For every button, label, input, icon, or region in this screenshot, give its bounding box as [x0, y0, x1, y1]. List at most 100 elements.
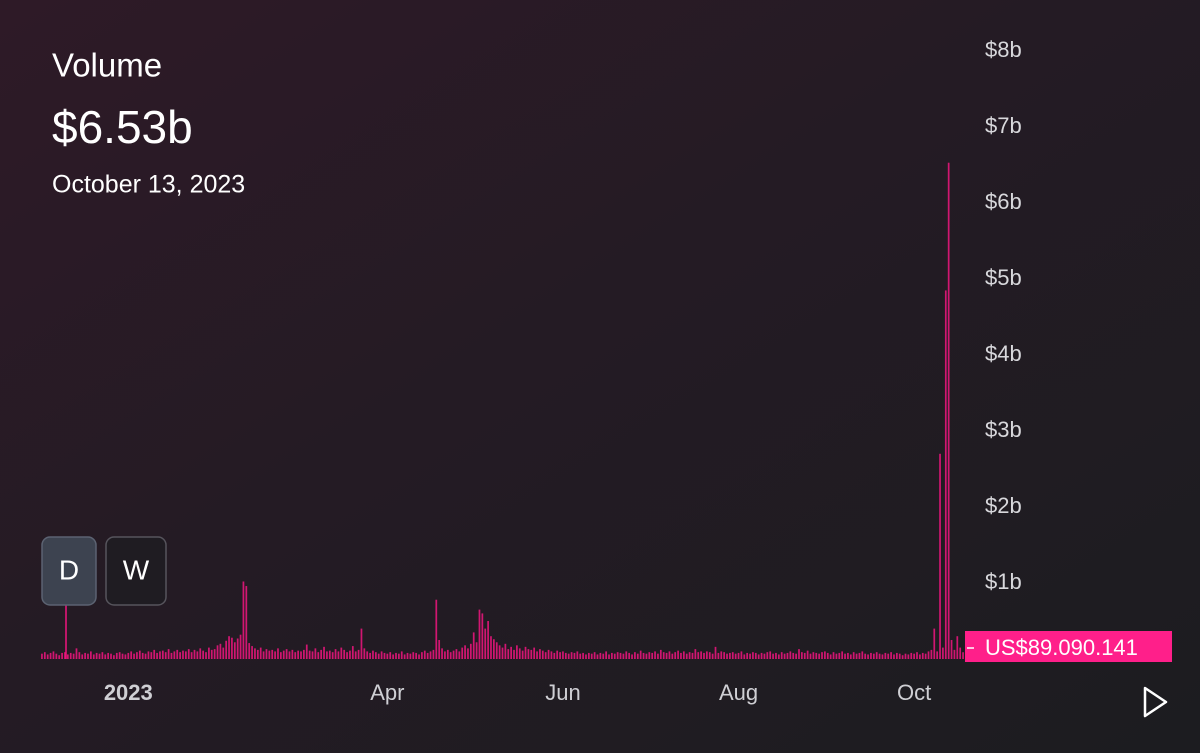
chart-title: Volume	[52, 47, 162, 84]
bar	[84, 652, 86, 659]
bar	[734, 653, 737, 659]
bar	[576, 651, 579, 659]
bar	[487, 621, 489, 659]
bar	[150, 652, 153, 659]
bar	[233, 642, 236, 659]
button-label[interactable]: D	[59, 554, 79, 585]
bar	[167, 649, 170, 659]
bar	[291, 649, 294, 659]
bar	[493, 639, 495, 659]
play-button[interactable]	[1143, 686, 1168, 718]
bar	[613, 653, 616, 659]
bar	[435, 599, 438, 659]
bar	[213, 649, 216, 659]
bar	[582, 652, 584, 659]
bar	[374, 652, 377, 659]
bar	[490, 636, 492, 659]
bar	[383, 652, 386, 659]
bar	[369, 652, 371, 659]
bar	[544, 652, 547, 659]
bar	[645, 653, 648, 659]
bar	[593, 652, 596, 659]
bar	[90, 651, 92, 659]
bar	[225, 640, 228, 659]
bar	[418, 654, 420, 659]
bar	[300, 651, 302, 659]
bar	[182, 650, 184, 659]
bar	[530, 649, 533, 659]
bar	[870, 652, 872, 659]
bar	[953, 649, 956, 659]
bar	[841, 651, 844, 659]
bar	[855, 653, 858, 659]
bar	[228, 636, 230, 659]
bar	[921, 652, 924, 659]
bar	[317, 652, 320, 659]
current-value-tag	[965, 631, 1172, 662]
bar	[196, 651, 199, 659]
bar	[484, 628, 487, 659]
bar	[409, 653, 412, 659]
bar	[625, 651, 628, 659]
bar	[826, 652, 829, 659]
x-tick-label: Aug	[719, 680, 758, 705]
bar	[326, 651, 328, 659]
x-tick-label: Jun	[545, 680, 580, 705]
bar	[406, 652, 409, 659]
bar	[147, 651, 150, 659]
bar	[49, 652, 52, 659]
bar	[452, 650, 455, 659]
bar	[824, 651, 826, 659]
bar	[875, 652, 878, 659]
bar	[461, 647, 464, 659]
bars	[41, 162, 964, 659]
bar	[279, 652, 282, 659]
bar	[907, 654, 910, 659]
bar	[881, 654, 884, 659]
bar	[360, 628, 363, 659]
bar	[844, 653, 846, 659]
bar	[901, 655, 904, 659]
bar	[518, 648, 521, 659]
bar	[199, 648, 202, 659]
bar	[556, 650, 559, 659]
bar	[478, 609, 481, 659]
bar	[720, 651, 723, 659]
button-frame[interactable]	[41, 536, 97, 606]
button-frame[interactable]	[105, 536, 167, 606]
bar	[847, 652, 849, 659]
bar	[118, 652, 121, 659]
bar	[208, 647, 210, 659]
bar	[541, 650, 544, 659]
bar	[498, 645, 501, 659]
bar	[268, 650, 271, 659]
bar	[849, 654, 852, 659]
bar	[942, 647, 944, 659]
bar	[61, 652, 63, 659]
bar	[127, 652, 130, 659]
bar	[43, 652, 46, 659]
bar	[749, 653, 751, 659]
bar	[579, 653, 582, 659]
bar	[547, 649, 550, 659]
bar	[351, 646, 354, 659]
bar	[363, 648, 366, 659]
bar	[567, 653, 570, 659]
bar	[674, 652, 677, 659]
bar	[668, 651, 671, 659]
bar	[829, 654, 832, 659]
bar	[170, 652, 173, 659]
bar	[924, 653, 927, 659]
bar	[711, 653, 714, 659]
bar	[357, 649, 360, 659]
bar	[164, 652, 167, 659]
bar	[395, 652, 397, 659]
button-label[interactable]: W	[123, 554, 150, 585]
bar	[297, 650, 299, 659]
bar	[101, 652, 104, 659]
interval-d-button[interactable]: D	[41, 536, 97, 606]
bar	[331, 652, 334, 659]
interval-w-button[interactable]: W	[105, 536, 167, 606]
bar	[619, 652, 622, 659]
bar	[524, 646, 527, 659]
